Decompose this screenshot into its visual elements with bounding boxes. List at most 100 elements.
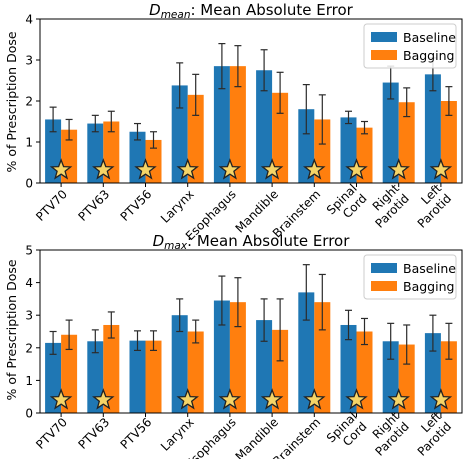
title-symbol: D (153, 232, 165, 250)
significance-star-icon (218, 388, 242, 410)
x-tick-label-line: Larynx (158, 187, 197, 226)
panel-dmax: Dmax: Mean Absolute Error 0 1 2 3 4 5 PTV70 PTV6… (25, 232, 463, 463)
x-tick-label: PTV70 (33, 187, 70, 224)
significance-star-icon (303, 388, 326, 410)
x-tick-label-line: PTV63 (75, 415, 112, 452)
y-tick-label: 4 (25, 276, 33, 290)
bar-baseline (298, 109, 315, 183)
bar-bagging (440, 341, 457, 413)
significance-star-icon (303, 158, 326, 180)
bar-bagging (61, 334, 78, 413)
bar-baseline (171, 85, 188, 183)
bar-baseline (45, 342, 62, 413)
y-tick-label: 2 (25, 341, 33, 355)
legend-swatch-baseline (371, 263, 397, 273)
bar-baseline (213, 66, 230, 183)
significance-star-icon (345, 388, 368, 410)
x-tick-label: PTV56 (118, 415, 155, 452)
legend-label-baseline: Baseline (403, 261, 456, 276)
x-tick-label: SpinalCord (324, 181, 370, 227)
significance-star-icon (134, 158, 157, 180)
significance-star-icon (260, 158, 284, 180)
y-tick-label: 2 (25, 95, 33, 109)
bar-bagging (272, 92, 289, 183)
legend-swatch-baseline (371, 32, 397, 42)
x-tick-label: RightParotid (363, 181, 413, 231)
x-tick-label-line: Mandible (233, 415, 282, 459)
bar-baseline (382, 341, 399, 413)
significance-star-icon (429, 158, 453, 180)
x-tick-label-line: PTV56 (118, 187, 155, 224)
significance-star-icon (260, 388, 284, 410)
x-tick-label-line: PTV70 (33, 415, 70, 452)
significance-star-icon (429, 388, 453, 410)
bar-baseline (424, 74, 441, 183)
y-axis-label-top: % of Prescription Dose (4, 31, 19, 172)
bar-baseline (424, 333, 441, 413)
bar-baseline (340, 324, 357, 413)
bar-baseline (382, 82, 399, 183)
significance-star-icon (345, 158, 368, 180)
significance-star-icon (176, 388, 199, 410)
y-tick-label: 4 (25, 13, 33, 27)
chart-title: Dmean: Mean Absolute Error (149, 1, 354, 21)
y-axis-label-bottom: % of Prescription Dose (4, 259, 19, 400)
title-subscript: max (164, 240, 188, 252)
x-tick-label-line: PTV56 (118, 415, 155, 452)
bar-baseline (256, 70, 273, 183)
significance-star-icon (49, 388, 73, 410)
y-tick-label: 1 (25, 374, 33, 388)
x-tick-label: LeftParotid (405, 409, 455, 459)
bar-bagging (187, 94, 204, 183)
bar-bagging (314, 302, 331, 413)
x-tick-label: PTV63 (75, 415, 112, 452)
bar-bagging (272, 329, 289, 413)
x-tick-label: LeftParotid (405, 181, 455, 231)
y-tick-label: 1 (25, 136, 33, 150)
title-text: : Mean Absolute Error (187, 232, 350, 250)
bar-bagging (398, 102, 415, 183)
significance-star-icon (387, 158, 410, 180)
bar-baseline (87, 341, 104, 413)
bar-baseline (129, 340, 146, 413)
x-tick-label-line: Brainstem (270, 415, 323, 459)
y-tick-label: 5 (25, 244, 33, 258)
title-symbol: D (149, 1, 161, 19)
bar-bagging (440, 101, 457, 183)
x-tick-label: SpinalCord (324, 409, 370, 455)
legend-swatch-bagging (371, 50, 397, 60)
legend-label-bagging: Bagging (403, 279, 454, 294)
chart-title: Dmax: Mean Absolute Error (153, 232, 351, 252)
significance-star-icon (49, 158, 73, 180)
legend-label-bagging: Bagging (403, 48, 454, 63)
x-tick-label: Larynx (158, 187, 197, 226)
significance-star-icon (387, 388, 410, 410)
bar-baseline (213, 300, 230, 413)
x-tick-label-line: Larynx (158, 415, 197, 454)
bar-bagging (356, 331, 373, 413)
bar-bagging (229, 302, 246, 413)
significance-star-icon (92, 388, 115, 410)
x-tick-label: Mandible (233, 415, 282, 459)
x-tick-label: PTV70 (33, 415, 70, 452)
x-tick-label-line: PTV70 (33, 187, 70, 224)
x-tick-label: PTV63 (75, 187, 112, 224)
bar-bagging (229, 66, 246, 183)
x-tick-label: Larynx (158, 415, 197, 454)
y-tick-label: 0 (25, 177, 33, 191)
bar-baseline (171, 315, 188, 413)
bar-bagging (145, 340, 162, 413)
bar-bagging (187, 331, 204, 413)
y-tick-label: 3 (25, 309, 33, 323)
legend-label-baseline: Baseline (403, 30, 456, 45)
x-tick-label: PTV56 (118, 187, 155, 224)
title-text: : Mean Absolute Error (190, 1, 353, 19)
bar-baseline (256, 320, 273, 413)
significance-star-icon (176, 158, 199, 180)
bar-baseline (298, 292, 315, 413)
plot-frame (39, 249, 463, 414)
bar-bagging (103, 324, 120, 413)
plot-frame (39, 18, 463, 184)
y-tick-label: 0 (25, 407, 33, 421)
